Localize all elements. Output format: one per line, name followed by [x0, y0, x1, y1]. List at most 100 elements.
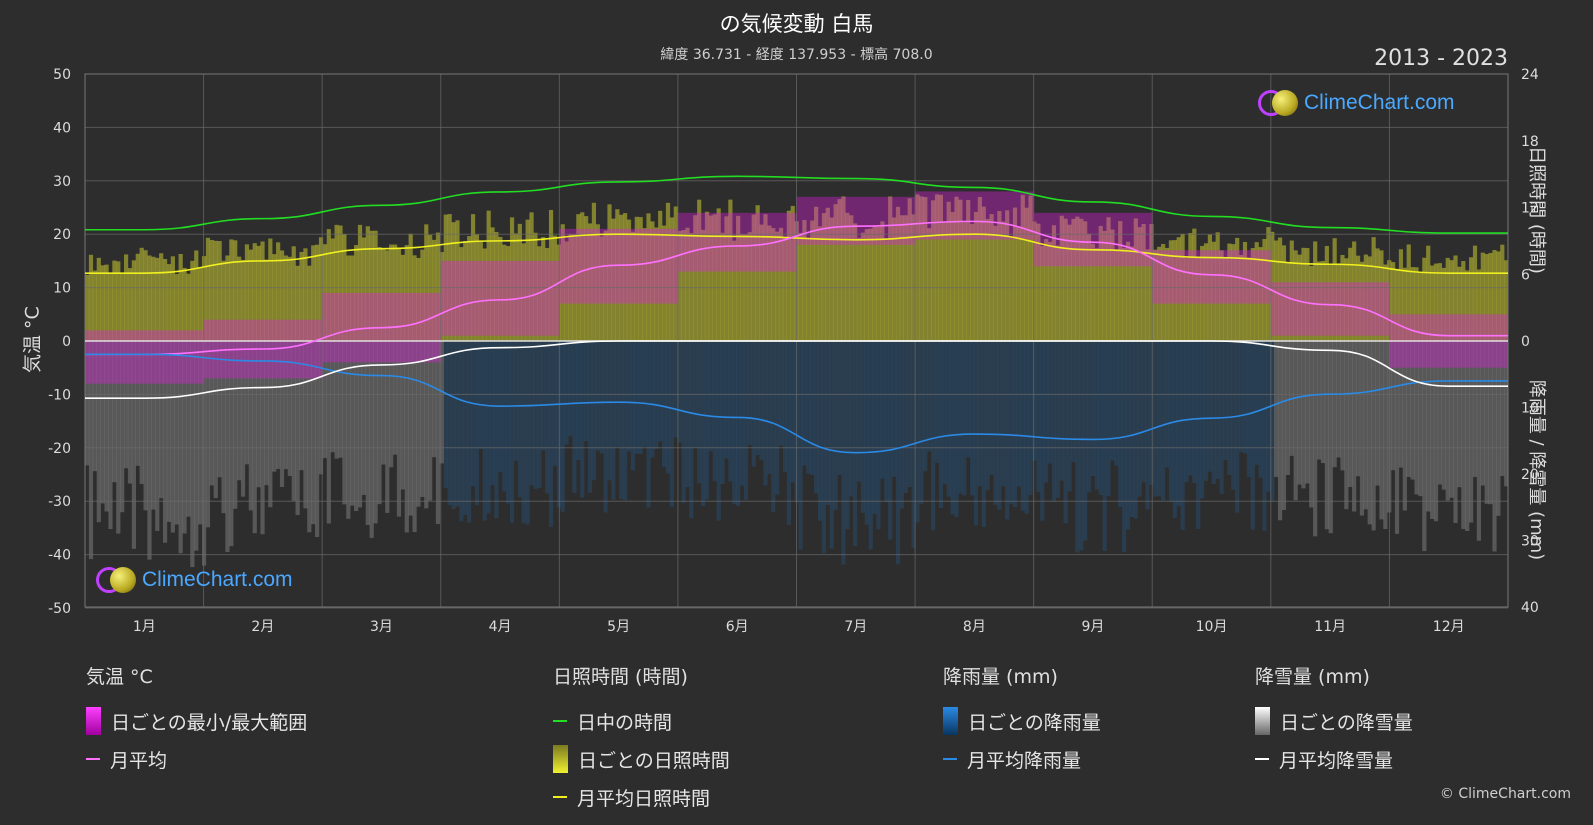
daily-precip-bar: [513, 341, 519, 461]
temp-tick-label: 20: [53, 227, 71, 243]
daily-precip-bar: [108, 341, 113, 530]
daily-sunshine-bar: [658, 210, 663, 341]
daily-sunshine-bar: [755, 205, 760, 341]
daily-precip-bar: [431, 341, 437, 458]
daily-precip-bar: [1005, 341, 1010, 520]
logo-text: ClimeChart.com: [1304, 91, 1455, 114]
month-tick-label: 6月: [726, 619, 749, 635]
daily-sunshine-bar: [194, 250, 199, 341]
logo-text: ClimeChart.com: [142, 568, 293, 591]
daily-sunshine-bar: [373, 230, 378, 341]
daily-sunshine-bar: [396, 248, 402, 341]
daily-sunshine-bar: [1391, 262, 1396, 341]
daily-precip-bar: [954, 341, 959, 517]
daily-sunshine-bar: [1430, 265, 1435, 341]
daily-sunshine-bar: [447, 214, 452, 341]
daily-sunshine-bar: [100, 265, 105, 341]
daily-precip-bar: [1270, 341, 1275, 502]
daily-precip-bar: [661, 341, 667, 468]
daily-sunshine-bar: [685, 227, 690, 341]
daily-sunshine-bar: [564, 241, 569, 341]
legend-temp-range: 日ごとの最小/最大範囲: [86, 702, 307, 740]
daily-precip-bar: [287, 341, 292, 477]
daily-precip-bar: [85, 341, 90, 466]
daily-sunshine-bar: [720, 232, 725, 341]
daily-precip-bar: [775, 341, 780, 495]
daily-sunshine-bar: [919, 196, 924, 341]
daily-precip-bar: [1102, 341, 1107, 551]
daily-sunshine-bar: [1383, 264, 1388, 341]
daily-sunshine-bar: [498, 236, 503, 341]
daily-precip-bar: [919, 341, 924, 504]
daily-precip-bar: [1340, 341, 1345, 471]
daily-sunshine-bar: [716, 208, 721, 341]
daily-sunshine-bar: [1036, 223, 1041, 341]
daily-sunshine-bar: [775, 231, 780, 341]
legend-rain: 降雨量 (mm) 日ごとの降雨量 月平均降雨量: [943, 662, 1101, 778]
daily-precip-bar: [139, 341, 144, 485]
daily-precip-bar: [1008, 341, 1014, 504]
daily-sunshine-bar: [747, 232, 752, 341]
daily-precip-bar: [1293, 341, 1298, 501]
daily-precip-bar: [584, 341, 589, 442]
month-tick-label: 3月: [370, 619, 393, 635]
daily-precip-bar: [1071, 341, 1076, 463]
daily-precip-bar: [646, 341, 651, 508]
temp-range-swatch: [86, 707, 101, 735]
daily-precip-bar: [568, 341, 573, 437]
daily-sunshine-bar: [108, 272, 113, 341]
daily-precip-bar: [1457, 341, 1462, 488]
daily-precip-bar: [116, 341, 121, 534]
daily-precip-bar: [424, 341, 429, 509]
daily-precip-bar: [1254, 341, 1259, 465]
daily-sunshine-bar: [911, 214, 916, 341]
daily-sunshine-bar: [233, 240, 238, 341]
daily-sunshine-bar: [248, 249, 253, 341]
daily-sunshine-bar: [552, 235, 558, 341]
daily-precip-bar: [1394, 341, 1400, 534]
daily-precip-bar: [307, 341, 312, 533]
daily-sunshine-bar: [860, 232, 866, 341]
daily-sunshine-bar: [174, 273, 179, 341]
daily-precip-bar: [1238, 341, 1244, 452]
daily-precip-bar: [1020, 341, 1025, 511]
daily-sunshine-bar: [1118, 221, 1123, 341]
daily-sunshine-bar: [868, 228, 873, 341]
daily-precip-bar: [623, 341, 628, 501]
daily-sunshine-bar: [1012, 207, 1018, 341]
daily-precip-bar: [155, 341, 160, 531]
daily-sunshine-bar: [969, 223, 975, 341]
daily-precip-bar: [1211, 341, 1216, 484]
daily-precip-bar: [517, 341, 522, 498]
daily-precip-bar: [798, 341, 803, 550]
daily-sunshine-bar: [1301, 247, 1306, 341]
daily-precip-bar: [170, 341, 175, 533]
daily-sunshine-bar: [1406, 244, 1411, 341]
daily-precip-bar: [1114, 341, 1119, 466]
daily-sunshine-bar: [708, 215, 713, 341]
daily-sunshine-bar: [1051, 225, 1057, 341]
daily-precip-bar: [1200, 341, 1205, 499]
snow-avg-swatch: [1255, 758, 1269, 760]
daily-sunshine-bar: [1129, 246, 1135, 341]
daily-precip-bar: [1469, 341, 1474, 523]
daily-precip-bar: [291, 341, 296, 501]
daily-precip-bar: [1242, 341, 1248, 454]
daily-sunshine-bar: [533, 232, 538, 341]
daily-precip-bar: [439, 341, 444, 464]
daily-sunshine-bar: [96, 257, 101, 341]
daily-sunshine-bar: [467, 236, 472, 341]
daily-precip-bar: [96, 341, 101, 523]
daily-sunshine-bar: [389, 244, 394, 341]
daily-precip-bar: [178, 341, 183, 554]
daily-sunshine-bar: [1274, 240, 1279, 341]
daily-sunshine-bar: [1184, 258, 1189, 341]
daily-precip-bar: [435, 341, 441, 524]
daily-precip-bar: [396, 341, 402, 517]
daily-sunshine-bar: [1164, 247, 1170, 341]
daily-sunshine-bar: [938, 194, 943, 341]
temp-tick-label: 30: [53, 174, 71, 190]
daily-sunshine-bar: [1106, 217, 1111, 341]
daily-precip-bar: [739, 341, 745, 486]
daily-precip-bar: [1406, 341, 1411, 477]
